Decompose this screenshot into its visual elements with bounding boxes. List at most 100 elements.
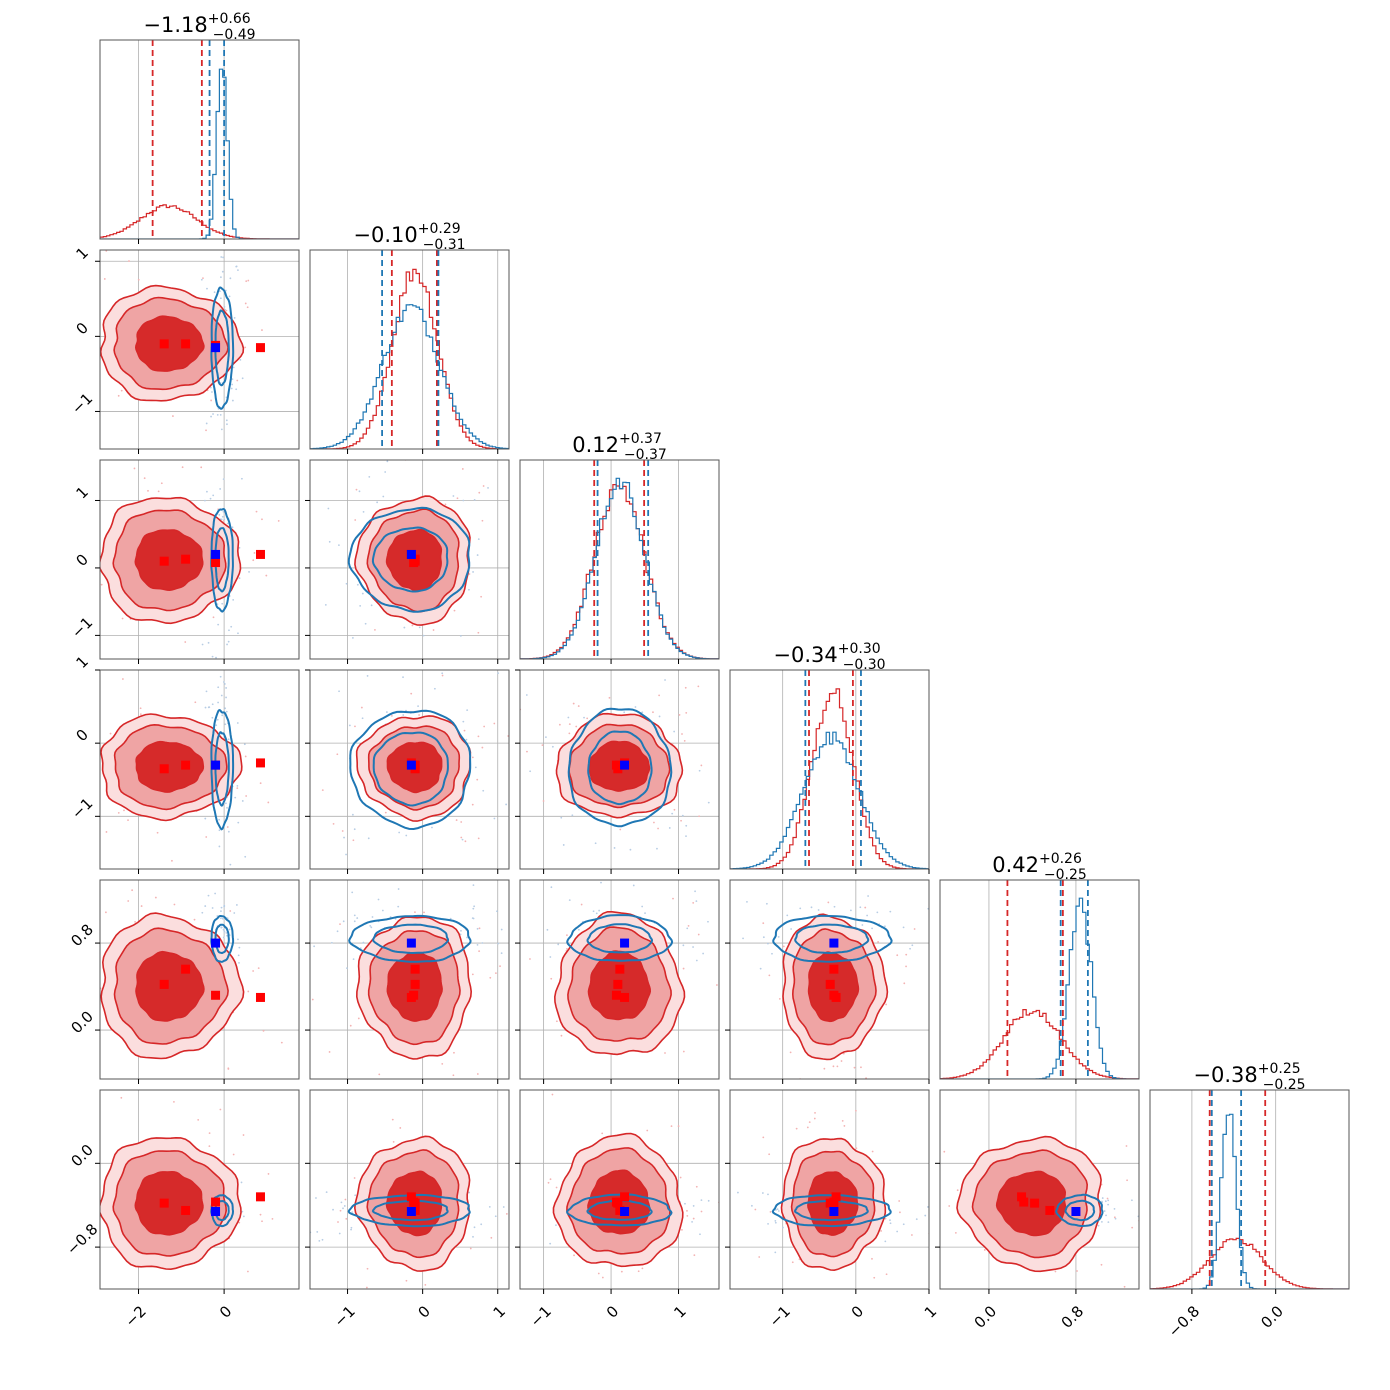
- scatter-point-a: [197, 1118, 200, 1121]
- scatter-point-a: [871, 1257, 873, 1260]
- scatter-point-a: [354, 725, 356, 728]
- scatter-point-b: [507, 957, 509, 959]
- scatter-point-a: [173, 1100, 175, 1103]
- scatter-point-b: [290, 604, 292, 606]
- panel-2-1: [290, 459, 510, 664]
- scatter-point-a: [720, 803, 722, 805]
- scatter-point-a: [489, 976, 492, 979]
- x-tick-label: 1: [921, 1302, 940, 1321]
- scatter-point-b: [466, 709, 469, 712]
- panel-frame: [309, 249, 510, 450]
- scatter-point-a: [943, 1150, 946, 1153]
- panel-3-3: −0.34+0.30 −0.30: [729, 641, 930, 874]
- scatter-point-a: [257, 967, 260, 970]
- scatter-point-a: [568, 723, 571, 726]
- title-plus: +0.30: [838, 641, 881, 657]
- title-plus: +0.66: [208, 11, 251, 27]
- scatter-point-b: [759, 967, 762, 970]
- scatter-point-b: [902, 926, 905, 929]
- scatter-point-b: [220, 926, 223, 929]
- panel-content: [100, 1090, 299, 1324]
- scatter-point-b: [215, 724, 218, 727]
- scatter-point-b: [229, 277, 232, 280]
- scatter-point-a: [337, 1221, 339, 1223]
- scatter-point-b: [205, 690, 208, 693]
- scatter-point-a: [280, 1041, 283, 1044]
- scatter-point-b: [352, 958, 355, 961]
- scatter-point-b: [777, 1210, 780, 1212]
- scatter-point-a: [577, 705, 580, 707]
- truth-marker-b: [406, 1206, 416, 1216]
- scatter-point-a: [232, 1153, 235, 1156]
- scatter-point-a: [352, 839, 355, 842]
- scatter-point-b: [542, 666, 544, 668]
- scatter-point-b: [223, 904, 226, 907]
- contour-b-1: [587, 730, 653, 806]
- scatter-point-b: [941, 913, 943, 915]
- scatter-point-b: [656, 847, 658, 850]
- truth-marker-a: [255, 549, 265, 559]
- scatter-point-a: [212, 616, 215, 619]
- scatter-point-b: [641, 905, 644, 908]
- panel-frame: [519, 669, 720, 870]
- contour-b-1: [586, 923, 654, 954]
- panel-5-1: −1 0 1: [305, 1089, 510, 1331]
- scatter-point-a: [247, 279, 250, 282]
- scatter-point-b: [774, 1251, 777, 1254]
- scatter-point-a: [478, 927, 481, 930]
- scatter-point-a: [149, 1322, 151, 1324]
- scatter-point-b: [239, 358, 242, 361]
- scatter-point-b: [218, 818, 221, 821]
- x-tick-label: 0: [216, 1302, 235, 1321]
- scatter-point-b: [889, 1219, 891, 1221]
- truth-marker-a: [613, 979, 623, 989]
- truth-marker-a: [829, 1197, 839, 1207]
- scatter-point-a: [813, 845, 815, 847]
- scatter-point-b: [557, 943, 560, 946]
- scatter-point-b: [529, 770, 532, 773]
- scatter-point-a: [477, 837, 480, 840]
- scatter-point-a: [490, 1236, 493, 1239]
- truth-marker-a: [211, 1197, 221, 1207]
- panel-4-4: 0.42+0.26 −0.25: [939, 851, 1140, 1084]
- scatter-point-b: [324, 603, 327, 606]
- scatter-point-a: [903, 982, 906, 985]
- panel-content: [310, 880, 509, 1079]
- scatter-point-b: [200, 278, 203, 281]
- scatter-point-a: [948, 1205, 951, 1207]
- scatter-point-b: [468, 588, 470, 591]
- scatter-point-a: [697, 685, 700, 688]
- scatter-point-b: [345, 853, 347, 856]
- title-minus: −0.25: [1044, 867, 1087, 883]
- scatter-point-b: [382, 495, 385, 498]
- scatter-point-b: [774, 1219, 777, 1222]
- scatter-point-b: [353, 920, 356, 923]
- scatter-point-b: [402, 714, 405, 716]
- scatter-point-a: [759, 1008, 761, 1010]
- x-tick-label: −1: [330, 1302, 358, 1330]
- scatter-point-b: [219, 488, 222, 490]
- scatter-point-a: [685, 711, 688, 714]
- scatter-point-b: [472, 1235, 474, 1238]
- scatter-point-a: [551, 1093, 554, 1096]
- scatter-point-b: [433, 687, 436, 690]
- scatter-point-b: [592, 910, 595, 913]
- x-tick-label: 1: [490, 1302, 509, 1321]
- scatter-point-b: [221, 714, 224, 717]
- scatter-point-a: [550, 977, 553, 980]
- scatter-point-a: [575, 725, 578, 728]
- scatter-point-b: [217, 680, 219, 682]
- scatter-point-b: [476, 943, 479, 946]
- scatter-point-a: [208, 1132, 211, 1135]
- scatter-point-a: [45, 762, 47, 764]
- scatter-point-b: [1100, 1220, 1103, 1223]
- truth-marker-a: [406, 992, 416, 1002]
- contour-b-1: [371, 526, 449, 593]
- truth-marker-a: [620, 1192, 630, 1202]
- scatter-point-a: [619, 828, 622, 831]
- scatter-point-b: [385, 711, 388, 713]
- scatter-point-a: [573, 1254, 575, 1257]
- panel-2-2: 0.12+0.37 −0.37: [519, 431, 720, 664]
- scatter-point-b: [213, 291, 216, 294]
- scatter-point-b: [472, 907, 475, 910]
